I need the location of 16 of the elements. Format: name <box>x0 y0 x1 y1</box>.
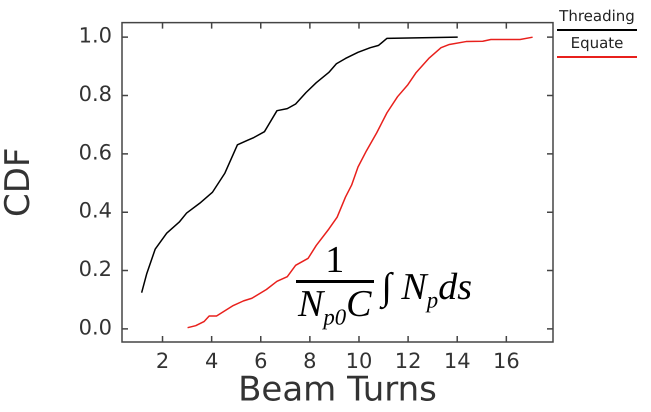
x-tick-label: 2 <box>156 349 170 374</box>
y-tick-label: 0.0 <box>78 315 112 340</box>
x-tick-label: 16 <box>492 349 520 374</box>
annotation: N$_{p0}$C <box>296 280 374 339</box>
y-tick-label: 0.4 <box>78 198 112 223</box>
text: Threading <box>558 6 636 27</box>
x-tick-label: 4 <box>204 349 218 374</box>
y-tick-label: 0.8 <box>78 82 112 106</box>
text: Equate <box>570 33 624 54</box>
y-tick-label: 0.2 <box>78 256 112 281</box>
x-tick-label: 14 <box>444 349 471 374</box>
y-tick-label: 1.0 <box>78 24 112 48</box>
annotation: ∫ N$_{p}$ds <box>382 265 472 314</box>
annotation: 1 <box>325 239 344 281</box>
y-tick-label: 0.6 <box>78 140 112 164</box>
y-axis-title: CDF <box>0 148 38 218</box>
